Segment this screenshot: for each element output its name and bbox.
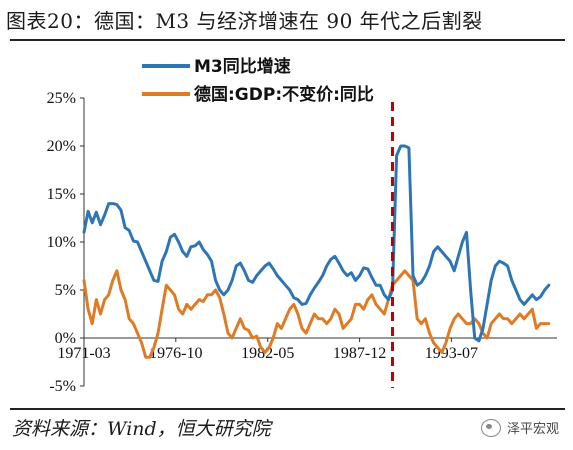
source-note: 资料来源：Wind，恒大研究院 (12, 418, 271, 440)
y-tick-label: 20% (47, 138, 76, 155)
y-tick-label: 15% (47, 186, 76, 203)
x-tick-label: 1987-12 (333, 345, 386, 362)
top-rule (10, 39, 565, 41)
y-tick-label: 25% (47, 90, 76, 107)
brand-logo-text: 泽平宏观 (506, 422, 559, 437)
legend-label-m3: M3同比增速 (194, 56, 291, 77)
legend-label-gdp: 德国:GDP:不变价:同比 (194, 84, 374, 105)
wechat-icon (480, 418, 501, 437)
brand-logo: 泽平宏观 (480, 418, 559, 437)
x-tick-label: 1976-10 (149, 345, 202, 362)
series-line-gdp (82, 269, 551, 359)
series-line-m3 (82, 144, 551, 343)
axes: -5% 0% 5% 10% 15% 20% 25% 1971-03 1976-10 1982-05… (47, 90, 557, 395)
bottom-rule (10, 408, 565, 410)
legend: M3同比增速 德国:GDP:不变价:同比 (142, 56, 374, 105)
y-tick-label: 10% (47, 234, 76, 251)
plot-area (82, 102, 551, 388)
x-tick-label: 1982-05 (241, 345, 294, 362)
line-chart: M3同比增速 德国:GDP:不变价:同比 -5% 0% 5% 10% 15% 20% 25%… (47, 56, 557, 395)
chart-title: 图表20：德国：M3 与经济增速在 90 年代之后割裂 (6, 9, 483, 33)
x-tick-label: 1993-07 (425, 345, 478, 362)
y-tick-label: 0% (55, 330, 76, 347)
x-tick-label: 1971-03 (57, 345, 110, 362)
y-tick-label: 5% (55, 282, 76, 299)
y-tick-label: -5% (49, 378, 76, 395)
